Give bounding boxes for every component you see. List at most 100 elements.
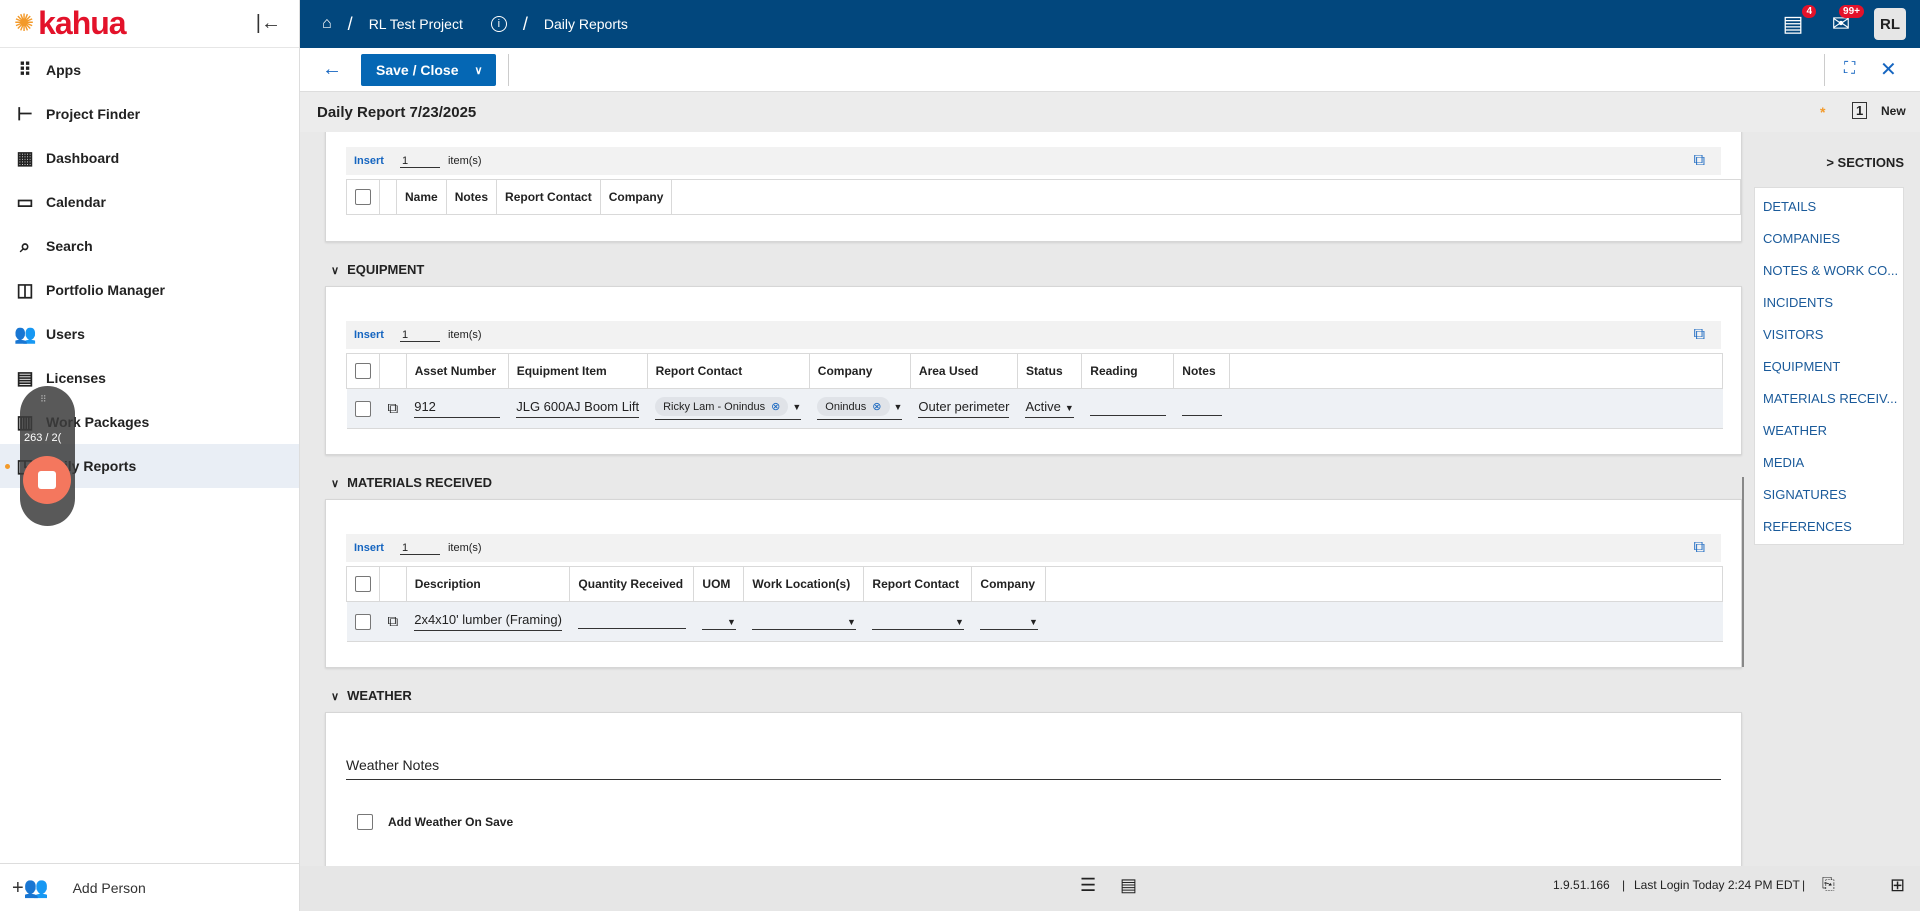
- new-window-icon[interactable]: 1: [1852, 102, 1868, 119]
- column-header[interactable]: Company: [599, 179, 673, 215]
- notes-field[interactable]: [1181, 399, 1222, 416]
- column-header[interactable]: Notes: [1173, 353, 1231, 389]
- column-header[interactable]: Description: [405, 566, 571, 602]
- column-header[interactable]: Quantity Received: [569, 566, 695, 602]
- sidebar-item-calendar[interactable]: ▭ Calendar: [0, 180, 299, 224]
- report-contact-select[interactable]: ▼: [871, 613, 964, 630]
- report-contact-field[interactable]: Ricky Lam - Onindus ⊗ ▼: [655, 397, 802, 420]
- close-icon[interactable]: ✕: [1880, 59, 1897, 81]
- sections-toggle[interactable]: > SECTIONS: [1826, 155, 1904, 170]
- scrollbar[interactable]: [1742, 477, 1744, 667]
- row-checkbox[interactable]: [355, 613, 371, 630]
- insert-quantity-input[interactable]: 1: [399, 155, 440, 168]
- dropdown-arrow-icon[interactable]: ▼: [893, 402, 903, 412]
- sidebar-item-project-finder[interactable]: ⊢ Project Finder: [0, 92, 299, 136]
- column-header[interactable]: Equipment Item: [507, 353, 648, 389]
- column-header[interactable]: Report Contact: [863, 566, 973, 602]
- sidebar-item-dashboard[interactable]: ▦ Dashboard: [0, 136, 299, 180]
- insert-button[interactable]: Insert: [354, 329, 384, 341]
- asset-number-field[interactable]: 912: [414, 399, 501, 418]
- column-header[interactable]: Name: [396, 179, 447, 215]
- health-monitor-icon[interactable]: ⎘: [1822, 876, 1835, 893]
- materials-section-header[interactable]: ∨ MATERIALS RECEIVED: [331, 475, 492, 490]
- insert-button[interactable]: Insert: [354, 155, 384, 167]
- insert-button[interactable]: Insert: [354, 542, 384, 554]
- tasks-icon[interactable]: ▤ 4: [1778, 5, 1816, 37]
- open-external-icon[interactable]: ⧉: [1693, 152, 1705, 169]
- select-all-checkbox[interactable]: [355, 189, 371, 205]
- windows-icon[interactable]: ⊞: [1890, 875, 1906, 895]
- save-close-button[interactable]: Save / Close ∨: [361, 54, 496, 86]
- quantity-field[interactable]: [577, 612, 686, 629]
- document-icon[interactable]: ▤: [1120, 875, 1138, 895]
- company-select[interactable]: ▼: [979, 613, 1038, 630]
- kahua-logo[interactable]: ✺ kahua |←: [0, 0, 299, 48]
- open-external-icon[interactable]: ⧉: [1693, 539, 1705, 556]
- mail-icon[interactable]: ✉ 99+: [1826, 5, 1864, 37]
- uom-select[interactable]: ▼: [701, 613, 736, 630]
- open-row-icon[interactable]: ⧉: [379, 601, 407, 642]
- insert-quantity-input[interactable]: 1: [399, 329, 440, 342]
- column-header[interactable]: Reading: [1081, 353, 1175, 389]
- column-header[interactable]: Status: [1016, 353, 1083, 389]
- drag-handle-icon[interactable]: ⠿: [40, 394, 47, 404]
- sidebar-item-licenses[interactable]: ▤ Licenses: [0, 356, 299, 400]
- screen-recorder-overlay[interactable]: ⠿ 263 / 2(: [20, 386, 75, 526]
- dropdown-arrow-icon[interactable]: ▼: [792, 402, 802, 412]
- section-link[interactable]: VISITORS: [1763, 326, 1824, 342]
- company-field[interactable]: Onindus ⊗ ▼: [817, 397, 903, 420]
- sidebar-item-users[interactable]: 👥 Users: [0, 312, 299, 356]
- column-header[interactable]: UOM: [693, 566, 745, 602]
- description-field[interactable]: 2x4x10' lumber (Framing): [414, 612, 562, 631]
- add-person-button[interactable]: +👥 Add Person: [0, 863, 300, 911]
- equipment-section-header[interactable]: ∨ EQUIPMENT: [331, 262, 424, 277]
- weather-notes-field[interactable]: Weather Notes: [346, 757, 1721, 780]
- section-link[interactable]: INCIDENTS: [1763, 294, 1834, 310]
- insert-quantity-input[interactable]: 1: [399, 542, 440, 555]
- open-row-icon[interactable]: ⧉: [379, 388, 407, 429]
- row-checkbox[interactable]: [355, 400, 371, 417]
- section-link[interactable]: EQUIPMENT: [1763, 358, 1841, 374]
- sidebar-item-search[interactable]: ⌕ Search: [0, 224, 299, 268]
- info-icon[interactable]: i: [490, 16, 507, 32]
- column-header[interactable]: Company: [808, 353, 911, 389]
- column-header[interactable]: Company: [971, 566, 1047, 602]
- new-button[interactable]: New: [1881, 104, 1906, 118]
- clear-icon[interactable]: ⊗: [872, 401, 882, 413]
- section-link[interactable]: REFERENCES: [1763, 518, 1852, 534]
- stop-recording-button[interactable]: [23, 456, 71, 504]
- section-link[interactable]: WEATHER: [1763, 422, 1828, 438]
- status-select[interactable]: Active ▼: [1025, 399, 1074, 418]
- column-header[interactable]: Work Location(s): [743, 566, 865, 602]
- section-link[interactable]: SIGNATURES: [1763, 486, 1847, 502]
- add-weather-checkbox[interactable]: [357, 814, 373, 830]
- column-header[interactable]: Report Contact: [496, 179, 601, 215]
- breadcrumb-project[interactable]: RL Test Project: [368, 16, 463, 32]
- column-header[interactable]: Asset Number: [405, 353, 509, 389]
- section-link[interactable]: DETAILS: [1763, 198, 1817, 214]
- section-link[interactable]: COMPANIES: [1763, 230, 1841, 246]
- work-location-select[interactable]: ▼: [751, 613, 856, 630]
- equipment-item-field[interactable]: JLG 600AJ Boom Lift: [516, 399, 640, 418]
- select-all-checkbox[interactable]: [355, 363, 371, 379]
- section-link[interactable]: NOTES & WORK CO...: [1763, 262, 1899, 278]
- add-weather-option[interactable]: Add Weather On Save: [357, 814, 513, 830]
- back-arrow-icon[interactable]: ←: [322, 58, 342, 80]
- list-view-icon[interactable]: ☰: [1080, 875, 1097, 895]
- weather-section-header[interactable]: ∨ WEATHER: [331, 688, 412, 703]
- column-header[interactable]: Notes: [445, 179, 498, 215]
- area-used-field[interactable]: Outer perimeter: [918, 399, 1010, 418]
- fullscreen-icon[interactable]: ⛶: [1844, 60, 1856, 77]
- sidebar-item-apps[interactable]: ⠿ Apps: [0, 48, 299, 92]
- column-header[interactable]: Area Used: [909, 353, 1018, 389]
- reading-field[interactable]: [1089, 399, 1166, 416]
- column-header[interactable]: Report Contact: [646, 353, 810, 389]
- open-external-icon[interactable]: ⧉: [1693, 326, 1705, 343]
- chevron-down-icon[interactable]: ∨: [474, 64, 483, 77]
- section-link[interactable]: MATERIALS RECEIV...: [1763, 390, 1898, 406]
- user-avatar[interactable]: RL: [1874, 8, 1906, 40]
- home-icon[interactable]: ⌂: [322, 15, 332, 32]
- select-all-checkbox[interactable]: [355, 576, 371, 592]
- section-link[interactable]: MEDIA: [1763, 454, 1805, 470]
- collapse-sidebar-icon[interactable]: |←: [255, 12, 281, 34]
